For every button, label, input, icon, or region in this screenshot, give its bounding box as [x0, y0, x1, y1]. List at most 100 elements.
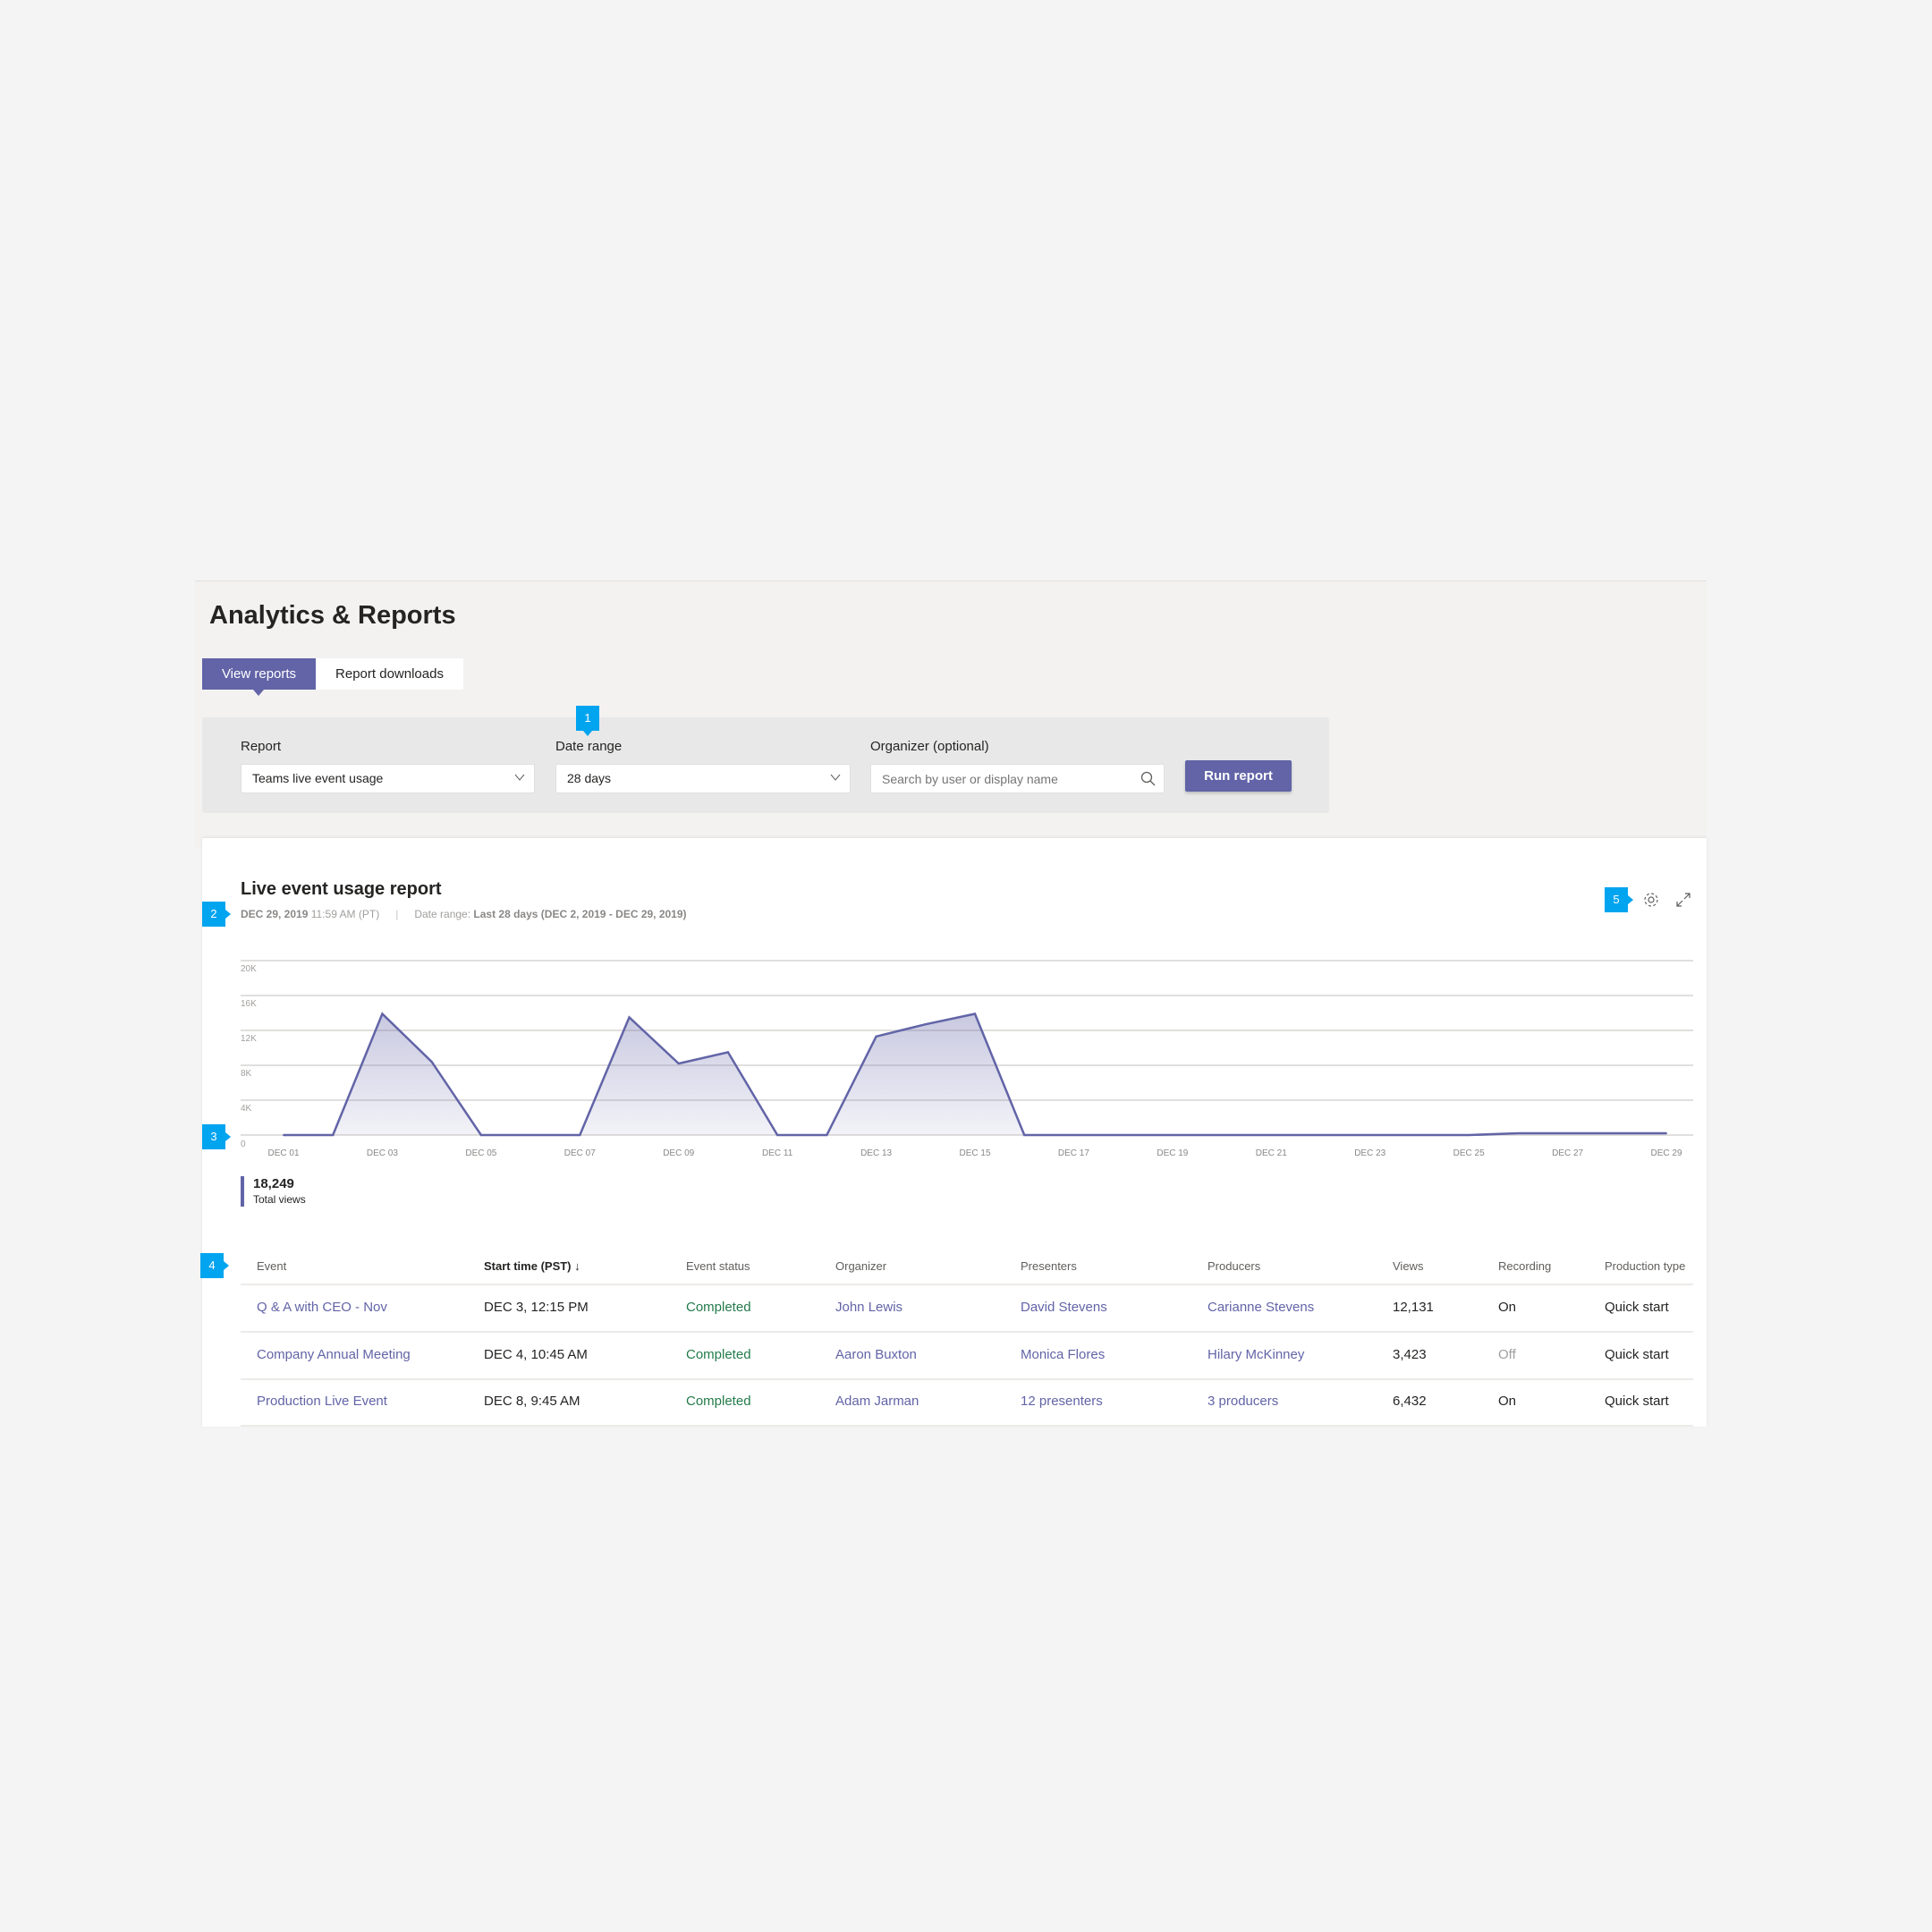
table-cell: Quick start [1605, 1300, 1669, 1315]
data-point [1615, 1132, 1618, 1135]
x-tick-label: DEC 21 [1256, 1148, 1287, 1158]
column-header[interactable]: Views [1393, 1259, 1424, 1273]
callout-1: 1 [576, 706, 599, 736]
organizer-search-input[interactable] [871, 765, 1122, 792]
x-tick-label: DEC 25 [1453, 1148, 1485, 1158]
table-cell: DEC 3, 12:15 PM [484, 1300, 589, 1315]
column-header[interactable]: Start time (PST) ↓ [484, 1259, 580, 1273]
data-point [1566, 1132, 1569, 1135]
tab-view-reports[interactable]: View reports [202, 658, 316, 696]
chevron-down-icon [830, 774, 841, 781]
x-tick-label: DEC 23 [1354, 1148, 1385, 1158]
table-cell: Off [1498, 1346, 1516, 1362]
table-cell[interactable]: Aaron Buxton [835, 1346, 917, 1362]
data-point [924, 1023, 927, 1026]
area-fill [284, 1013, 1666, 1135]
table-cell: 3,423 [1393, 1346, 1427, 1362]
table-cell[interactable]: Monica Flores [1021, 1346, 1106, 1362]
callout-2: 2 [202, 902, 231, 927]
total-views-label: Total views [253, 1193, 306, 1206]
row-divider [241, 1284, 1693, 1285]
organizer-search[interactable] [870, 764, 1165, 793]
column-header[interactable]: Organizer [835, 1259, 887, 1273]
y-tick-label: 20K [241, 964, 257, 974]
table-cell[interactable]: Hilary McKinney [1208, 1346, 1305, 1362]
table-cell: 6,432 [1393, 1394, 1427, 1409]
table-cell: On [1498, 1394, 1517, 1409]
y-tick-label: 16K [241, 999, 257, 1009]
table-cell[interactable]: Adam Jarman [835, 1394, 919, 1409]
y-tick-label: 8K [241, 1069, 252, 1079]
x-tick-label: DEC 15 [959, 1148, 990, 1158]
column-header[interactable]: Recording [1498, 1259, 1552, 1273]
total-views-value: 18,249 [253, 1176, 294, 1191]
column-header[interactable]: Event status [686, 1259, 750, 1273]
report-select[interactable]: Teams live event usage [241, 764, 535, 793]
run-report-button[interactable]: Run report [1185, 760, 1292, 792]
table-cell: Completed [686, 1300, 751, 1315]
column-header[interactable]: Event [257, 1259, 287, 1273]
report-subtitle: DEC 29, 2019 11:59 AM (PT) | Date range: L… [241, 908, 687, 920]
x-tick-label: DEC 05 [465, 1148, 496, 1158]
search-icon[interactable] [1140, 771, 1157, 787]
data-point [1072, 1134, 1075, 1136]
data-point [1665, 1132, 1667, 1135]
data-point [974, 1013, 976, 1015]
data-point [430, 1061, 433, 1063]
x-tick-label: DEC 19 [1157, 1148, 1188, 1158]
table-cell: Completed [686, 1346, 751, 1362]
data-point [1023, 1134, 1026, 1136]
data-point [677, 1063, 680, 1065]
report-value: Teams live event usage [252, 771, 384, 785]
data-point [1368, 1134, 1371, 1136]
data-point [776, 1134, 779, 1136]
table-cell: DEC 8, 9:45 AM [484, 1394, 580, 1409]
report-title: Live event usage report [241, 879, 442, 899]
range-value: Last 28 days (DEC 2, 2019 - DEC 29, 2019… [473, 908, 687, 920]
table-cell: 12,131 [1393, 1300, 1434, 1315]
x-tick-label: DEC 07 [564, 1148, 596, 1158]
column-header[interactable]: Production type [1605, 1259, 1686, 1273]
table-cell: On [1498, 1300, 1517, 1315]
expand-icon[interactable] [1674, 891, 1692, 909]
table-cell[interactable]: 3 producers [1208, 1394, 1279, 1409]
data-point [1468, 1134, 1470, 1136]
data-point [628, 1016, 631, 1019]
data-point [1517, 1132, 1520, 1135]
data-point [1270, 1134, 1273, 1136]
data-point [1122, 1134, 1124, 1136]
data-point [381, 1013, 384, 1015]
row-divider [241, 1377, 1693, 1380]
row-divider [241, 1425, 1693, 1427]
callout-5: 5 [1605, 887, 1633, 912]
date-range-value: 28 days [567, 771, 612, 785]
gear-icon[interactable] [1642, 891, 1660, 909]
x-tick-label: DEC 27 [1552, 1148, 1583, 1158]
range-label: Date range: [414, 908, 471, 920]
table-cell[interactable]: David Stevens [1021, 1300, 1107, 1315]
x-tick-label: DEC 03 [367, 1148, 398, 1158]
report-label: Report [241, 739, 282, 754]
y-tick-label: 12K [241, 1034, 257, 1044]
data-point [875, 1035, 877, 1038]
data-point [826, 1134, 828, 1136]
callout-4: 4 [200, 1253, 229, 1278]
organizer-label: Organizer (optional) [870, 739, 989, 754]
column-header[interactable]: Presenters [1021, 1259, 1077, 1273]
callout-3: 3 [202, 1124, 231, 1149]
table-cell[interactable]: Q & A with CEO - Nov [257, 1300, 387, 1315]
page-title: Analytics & Reports [209, 601, 456, 630]
table-cell[interactable]: John Lewis [835, 1300, 903, 1315]
y-tick-label: 4K [241, 1104, 252, 1114]
chevron-down-icon [514, 774, 525, 781]
report-date: DEC 29, 2019 [241, 908, 309, 920]
table-cell[interactable]: Carianne Stevens [1208, 1300, 1315, 1315]
column-header[interactable]: Producers [1208, 1259, 1261, 1273]
x-tick-label: DEC 11 [762, 1148, 793, 1158]
table-cell[interactable]: 12 presenters [1021, 1394, 1103, 1409]
date-range-select[interactable]: 28 days [555, 764, 851, 793]
data-point [283, 1134, 284, 1136]
table-cell[interactable]: Company Annual Meeting [257, 1346, 411, 1362]
tab-report-downloads[interactable]: Report downloads [316, 658, 463, 690]
table-cell[interactable]: Production Live Event [257, 1394, 387, 1409]
